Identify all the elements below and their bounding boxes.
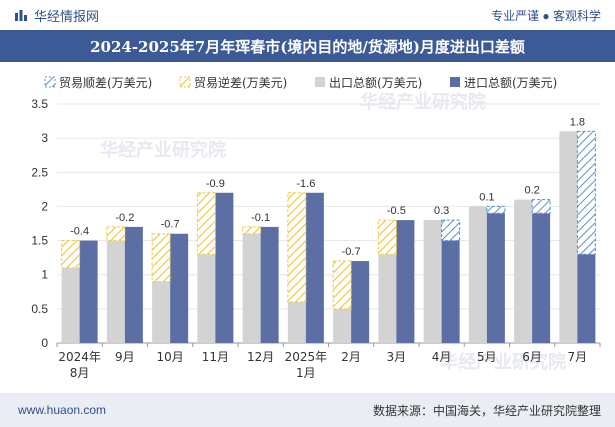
x-tick-label: 7月	[568, 350, 588, 364]
deficit-bar	[242, 226, 262, 235]
y-tick-label: 2	[41, 199, 48, 213]
deficit-bar	[377, 219, 397, 255]
x-tick-label: 8月	[70, 366, 90, 380]
import-bar	[215, 192, 234, 343]
import-bar	[577, 254, 596, 343]
balance-label: -0.5	[387, 205, 406, 217]
import-bar	[396, 220, 415, 343]
import-bar	[441, 240, 460, 343]
watermark-text: 华经产业研究院	[100, 139, 226, 161]
y-tick-label: 1.5	[31, 234, 48, 248]
export-bar	[514, 199, 533, 343]
deficit-bar	[196, 192, 216, 255]
x-tick-label: 2024年	[58, 350, 101, 364]
y-tick-label: 0	[41, 336, 48, 350]
legend-label-surplus: 贸易顺差(万美元)	[59, 76, 152, 90]
surplus-bar	[576, 130, 596, 255]
import-bar	[79, 240, 98, 343]
export-bar	[559, 131, 578, 343]
x-tick-label: 3月	[387, 350, 407, 364]
balance-label: -0.7	[342, 246, 361, 258]
top-bar: 华经情报网 专业严谨 ● 客观科学	[0, 0, 615, 30]
export-bar	[61, 267, 80, 343]
legend-swatch-deficit	[179, 76, 191, 88]
data-source: 数据来源：中国海关，华经产业研究院整理	[372, 403, 601, 418]
footer-url[interactable]: www.huaon.com	[18, 403, 107, 417]
deficit-bar	[61, 240, 81, 269]
export-bar	[378, 254, 397, 343]
deficit-bar	[287, 192, 307, 303]
watermark-text: 华经产业研究院	[440, 351, 566, 373]
brand[interactable]: 华经情报网	[14, 6, 99, 25]
import-bar	[532, 213, 551, 343]
import-bar	[351, 261, 370, 343]
legend-label-import: 进口总额(万美元)	[464, 76, 557, 90]
y-tick-label: 3	[41, 131, 48, 145]
y-tick-label: 1	[41, 268, 48, 282]
watermark-text: 华经产业研究院	[360, 91, 486, 113]
brand-logo-icon	[15, 10, 27, 21]
export-bar	[423, 220, 442, 343]
legend-swatch-export	[315, 77, 325, 87]
balance-label: -0.2	[115, 212, 134, 224]
x-tick-label: 4月	[432, 350, 452, 364]
x-tick-label: 12月	[247, 350, 274, 364]
deficit-bar	[332, 260, 352, 310]
export-bar	[152, 281, 171, 343]
surplus-bar	[441, 219, 461, 242]
export-bar	[106, 240, 125, 343]
balance-label: 0.2	[524, 185, 539, 197]
legend-swatch-surplus	[44, 76, 56, 88]
balance-label: 0.3	[434, 205, 449, 217]
import-bar	[486, 213, 505, 343]
footer: www.huaon.com 数据来源：中国海关，华经产业研究院整理	[0, 393, 615, 427]
balance-label: -1.6	[296, 178, 315, 190]
x-tick-label: 10月	[156, 350, 183, 364]
legend-swatch-import	[450, 77, 460, 87]
x-tick-label: 11月	[202, 350, 229, 364]
x-tick-label: 6月	[522, 350, 542, 364]
y-tick-label: 2.5	[31, 165, 48, 179]
x-tick-label: 5月	[477, 350, 497, 364]
brand-name: 华经情报网	[34, 8, 100, 24]
deficit-bar	[106, 226, 126, 242]
export-bar	[468, 206, 487, 343]
balance-label: -0.4	[70, 226, 89, 238]
legend-label-export: 出口总额(万美元)	[329, 76, 422, 90]
surplus-bar	[531, 199, 551, 214]
import-bar	[260, 226, 279, 343]
balance-label: -0.1	[251, 212, 270, 224]
x-tick-label: 2月	[341, 350, 361, 364]
y-tick-label: 3.5	[31, 97, 48, 111]
deficit-bar	[151, 233, 171, 283]
chart-title: 2024-2025年7月年珲春市(境内目的地/货源地)月度进出口差额	[0, 30, 615, 62]
export-bar	[242, 233, 261, 343]
export-bar	[197, 254, 216, 343]
export-bar	[333, 308, 352, 343]
import-bar	[170, 233, 189, 343]
export-bar	[287, 302, 306, 343]
import-bar	[305, 192, 324, 343]
y-tick-label: 0.5	[31, 302, 48, 316]
balance-label: -0.7	[161, 219, 180, 231]
balance-label: 1.8	[570, 116, 585, 128]
balance-label: 0.1	[479, 191, 494, 203]
legend-label-deficit: 贸易逆差(万美元)	[194, 75, 287, 90]
x-tick-label: 9月	[115, 350, 135, 364]
x-tick-label: 1月	[296, 366, 316, 380]
x-tick-label: 2025年	[285, 350, 328, 364]
balance-label: -0.9	[206, 178, 225, 190]
import-bar	[124, 226, 143, 343]
surplus-bar	[486, 205, 506, 214]
tagline: 专业严谨 ● 客观科学	[491, 8, 601, 23]
